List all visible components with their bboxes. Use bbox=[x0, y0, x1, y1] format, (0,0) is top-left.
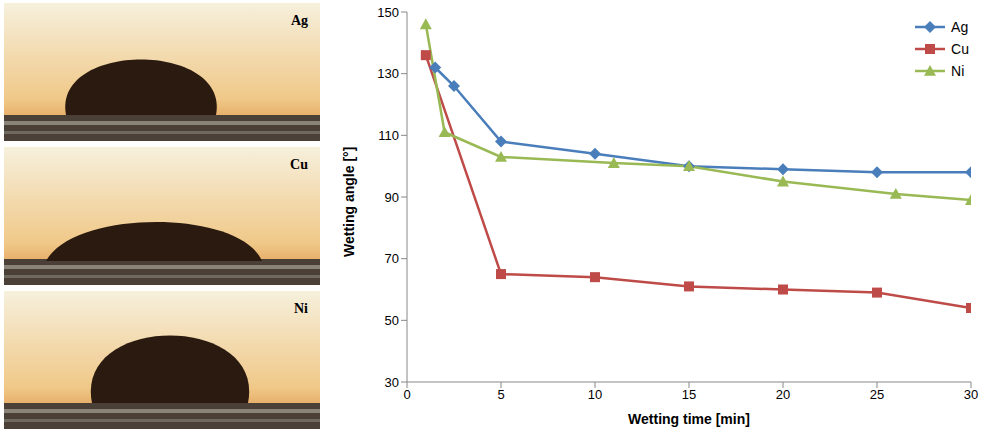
svg-text:Cu: Cu bbox=[290, 157, 308, 172]
svg-text:50: 50 bbox=[385, 313, 399, 328]
svg-text:25: 25 bbox=[870, 387, 884, 402]
svg-text:Ag: Ag bbox=[291, 13, 308, 28]
svg-text:30: 30 bbox=[964, 387, 978, 402]
svg-text:Wetting time [min]: Wetting time [min] bbox=[628, 411, 750, 427]
svg-text:5: 5 bbox=[497, 387, 504, 402]
svg-text:20: 20 bbox=[776, 387, 790, 402]
svg-text:110: 110 bbox=[378, 128, 399, 143]
html-text:Cu: Cu bbox=[951, 41, 969, 57]
svg-text:130: 130 bbox=[377, 66, 399, 81]
svg-text:10: 10 bbox=[588, 387, 602, 402]
svg-text:15: 15 bbox=[682, 387, 696, 402]
svg-text:70: 70 bbox=[385, 251, 399, 266]
svg-text:150: 150 bbox=[377, 5, 399, 20]
svg-text:0: 0 bbox=[403, 387, 410, 402]
svg-text:90: 90 bbox=[385, 190, 399, 205]
svg-text:Wetting angle [°]: Wetting angle [°] bbox=[341, 147, 357, 257]
svg-text:Ni: Ni bbox=[294, 301, 308, 316]
html-text:Ni: Ni bbox=[951, 63, 965, 79]
html-text:Ag: Ag bbox=[951, 19, 969, 35]
svg-text:30: 30 bbox=[385, 375, 399, 390]
